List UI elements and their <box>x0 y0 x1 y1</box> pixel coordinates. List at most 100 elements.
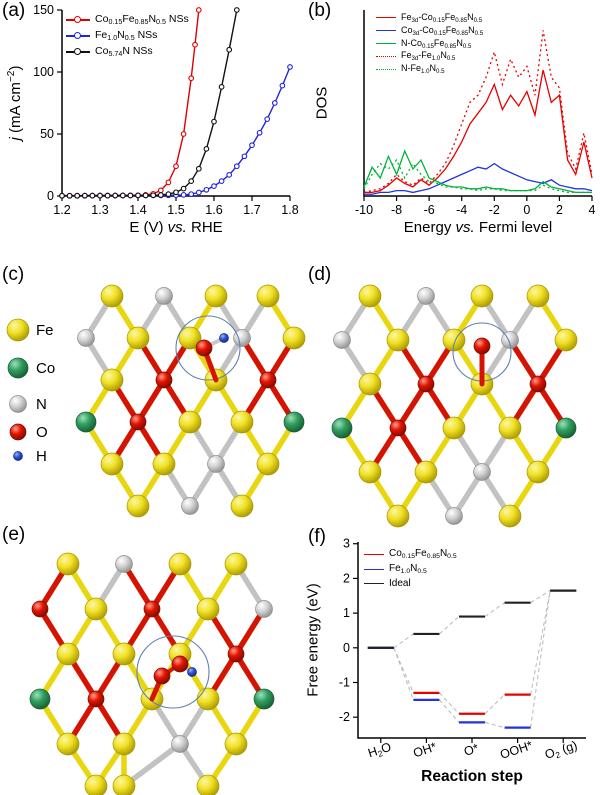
data-marker <box>165 191 172 197</box>
y-tick-label: 1 <box>343 606 350 620</box>
curve <box>62 66 291 197</box>
atom-Fe <box>100 452 124 476</box>
legend-label: Fe3d-Co0.15Fe0.85N0.5 <box>401 12 483 24</box>
atom-Fe <box>414 460 438 484</box>
legend-item: Fe3d-Fe1.0N0.5 <box>376 50 483 62</box>
y-tick-label: 0 <box>343 641 350 655</box>
atom-Fe <box>256 452 280 476</box>
atom-Fe <box>56 642 80 666</box>
dos-curve <box>363 149 592 194</box>
atom-N <box>77 329 95 347</box>
panel-f: (f) -2 -1 0 1 2 3 Reaction step Free energy (… <box>300 522 600 795</box>
adsorbate-atom-O <box>153 667 171 685</box>
atom-N <box>233 329 251 347</box>
atom-Fe <box>386 328 410 352</box>
data-marker <box>135 192 141 199</box>
data-marker <box>195 7 202 13</box>
legend-element-label: H <box>36 448 47 465</box>
step-connector <box>484 721 505 729</box>
data-marker <box>287 64 293 70</box>
atom-O <box>87 690 105 708</box>
axis-label-x-b: Energy vs. Fermi level <box>403 219 553 236</box>
axis-label-y-f: Free energy (eV) <box>304 583 322 697</box>
legend-marker-swatch <box>66 31 90 40</box>
atom-Fe <box>100 368 124 392</box>
y-tick-label: 2 <box>343 571 350 585</box>
data-marker <box>188 178 195 184</box>
legend-marker-swatch <box>66 15 90 24</box>
panel-b: (b) -10 -8 -6 -4 -2 0 2 4 Energy vs. Fermi leve… <box>300 0 600 262</box>
panel-label-a: (a) <box>2 0 26 21</box>
atom-N <box>333 331 351 349</box>
data-marker <box>173 163 179 170</box>
bond <box>121 741 183 789</box>
atom-Fe <box>256 284 280 308</box>
data-marker <box>104 192 111 199</box>
panel-label-d: (d) <box>308 264 332 285</box>
panel-label-f: (f) <box>308 526 326 547</box>
atom-N <box>417 287 435 305</box>
x-tick-label: 1.5 <box>167 203 184 217</box>
x-tick-label: 1.4 <box>129 203 146 217</box>
data-marker <box>97 192 103 199</box>
atom-Fe <box>196 597 220 621</box>
atom-O <box>227 645 245 663</box>
data-marker <box>226 46 233 53</box>
step-connector <box>393 633 414 649</box>
x-tick-label: 2 <box>556 203 563 217</box>
legend-a: Co0.15Fe0.85N0.5 NSs Fe1.0N0.5 NSs Co5.74N… <box>66 13 189 58</box>
atom-N <box>181 497 199 515</box>
data-marker <box>59 192 65 199</box>
atom-Co <box>555 417 577 439</box>
data-marker <box>89 192 96 199</box>
legend-label: Co0.15Fe0.85N0.5 <box>389 548 457 561</box>
atom-Fe <box>230 494 254 518</box>
atom-Fe <box>196 687 220 711</box>
atom-Fe <box>358 284 382 308</box>
data-marker <box>226 172 233 178</box>
adsorbate-atom-O <box>195 339 213 357</box>
atom-Fe <box>126 494 150 518</box>
data-marker <box>271 100 278 106</box>
atom-Fe <box>442 328 466 352</box>
panel-label-c: (c) <box>2 264 25 285</box>
legend-element-label: N <box>36 396 47 413</box>
legend-element-label: O <box>36 424 48 441</box>
data-marker <box>241 153 248 160</box>
legend-item: Co0.15Fe0.85N0.5 <box>364 548 457 560</box>
data-marker <box>157 192 164 198</box>
axes-f <box>357 542 586 739</box>
data-marker <box>233 163 240 170</box>
legend-item: Fe3d-Co0.15Fe0.85N0.5 <box>376 12 483 24</box>
step-connector <box>439 616 460 635</box>
x-tick-label: 0 <box>523 203 530 217</box>
legend-atom-Co <box>7 357 29 379</box>
legend-atom-Fe <box>6 318 30 342</box>
y-tick-label: 0 <box>47 189 54 203</box>
atom-O <box>155 371 173 389</box>
dos-curve <box>364 162 593 195</box>
legend-line-swatch <box>376 17 396 19</box>
legend-label: N-Fe1.0N0.5 <box>401 63 445 76</box>
data-marker <box>211 118 217 125</box>
atom-O <box>259 371 277 389</box>
x-tick-label: 4 <box>589 203 596 217</box>
x-tick-label: 1.6 <box>205 203 222 217</box>
data-marker <box>66 192 73 199</box>
data-marker <box>256 129 263 136</box>
atom-Fe <box>498 416 522 440</box>
legend-f: Co0.15Fe0.85N0.5 Fe1.0N0.5 Ideal <box>364 548 457 589</box>
structure-c <box>75 284 306 518</box>
legend-item: Co3d-Co0.15Fe0.85N0.5 <box>376 25 483 37</box>
x-tick-label: 1.3 <box>91 203 108 217</box>
atom-Fe <box>196 774 220 795</box>
atom-Fe <box>168 552 192 576</box>
legend-item: Co5.74N NSs <box>66 45 189 58</box>
data-marker <box>173 189 179 196</box>
step-connector <box>484 602 505 617</box>
chart-f-canvas: -2 -1 0 1 2 3 <box>339 537 586 743</box>
legend-item: Ideal <box>364 578 457 589</box>
axis-label-y-a: j (mA cm−2) <box>6 65 24 141</box>
atom-O <box>31 600 49 618</box>
legend-label: Co0.15Fe0.85N0.5 NSs <box>95 13 189 27</box>
